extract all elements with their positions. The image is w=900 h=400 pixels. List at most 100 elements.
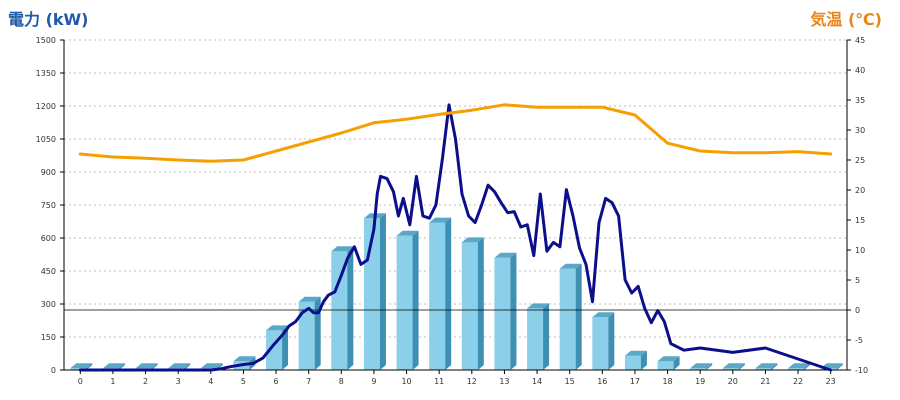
y-tick-label: 1350	[36, 69, 56, 78]
bar	[559, 263, 582, 370]
bar-top	[102, 363, 125, 369]
bar	[624, 350, 647, 370]
x-tick-label: 0	[78, 377, 83, 386]
x-tick-label: 20	[728, 377, 738, 386]
bar-front	[70, 368, 87, 370]
bar-top	[135, 363, 158, 369]
y2-tick-label: 5	[855, 276, 860, 285]
bar-top	[494, 252, 517, 258]
bar-top	[331, 246, 354, 252]
bar	[298, 296, 321, 370]
y2-tick-label: 10	[855, 246, 865, 255]
bar-side	[771, 363, 778, 370]
bar-side	[804, 363, 811, 370]
bar	[755, 363, 778, 370]
y2-tick-label: 0	[855, 306, 860, 315]
bar-side	[608, 312, 615, 370]
y-tick-label: 450	[41, 267, 56, 276]
bar-side	[738, 363, 745, 370]
bar-front	[788, 368, 805, 370]
x-tick-label: 7	[306, 377, 311, 386]
x-tick-label: 17	[630, 377, 640, 386]
bar-side	[86, 363, 93, 370]
bar-side	[412, 230, 419, 370]
bar	[494, 252, 517, 370]
bar-top	[168, 363, 191, 369]
bar-top	[592, 312, 615, 318]
x-tick-label: 2	[143, 377, 148, 386]
y-tick-label: 1200	[36, 102, 56, 111]
bar-front	[527, 308, 544, 370]
bar	[363, 213, 386, 370]
bar-front	[722, 368, 739, 370]
power-line	[78, 103, 833, 372]
bar-side	[379, 213, 386, 370]
bar-side	[445, 217, 452, 370]
x-tick-label: 12	[467, 377, 477, 386]
y2-tick-label: 35	[855, 96, 865, 105]
x-tick-label: 23	[826, 377, 836, 386]
tick-labels: 01503004506007509001050120013501500-10-5…	[36, 36, 868, 386]
bar-top	[755, 363, 778, 369]
x-tick-label: 9	[371, 377, 376, 386]
bar-top	[527, 303, 550, 309]
lines	[78, 103, 833, 372]
bar-side	[836, 363, 843, 370]
bar	[788, 363, 811, 370]
bar-front	[494, 257, 511, 370]
bar-top	[624, 350, 647, 356]
bar-top	[461, 237, 484, 243]
bar	[527, 303, 550, 370]
x-tick-label: 10	[401, 377, 411, 386]
x-tick-label: 5	[241, 377, 246, 386]
bar-front	[755, 368, 772, 370]
x-tick-label: 14	[532, 377, 542, 386]
bar-front	[461, 242, 478, 370]
x-tick-label: 3	[176, 377, 181, 386]
bar-front	[657, 361, 674, 370]
bar-front	[429, 222, 446, 370]
power-axis-title: 電力 (kW)	[8, 10, 89, 29]
y2-tick-label: 40	[855, 66, 865, 75]
y2-tick-label: -5	[855, 336, 863, 345]
bar-side	[477, 237, 484, 370]
bar-top	[429, 217, 452, 223]
bar-top	[722, 363, 745, 369]
temperature-line	[78, 103, 833, 163]
bars	[70, 213, 843, 370]
bar-side	[314, 296, 321, 370]
bar	[690, 363, 713, 370]
axes	[60, 39, 851, 374]
bar-front	[559, 268, 576, 370]
y2-tick-label: 30	[855, 126, 865, 135]
x-tick-label: 18	[662, 377, 672, 386]
bar	[657, 356, 680, 370]
bar-top	[657, 356, 680, 362]
temperature-axis-title: 気温 (℃)	[810, 10, 882, 29]
bar	[722, 363, 745, 370]
bar	[429, 217, 452, 370]
x-tick-label: 21	[760, 377, 770, 386]
y-tick-label: 300	[41, 300, 56, 309]
bar-side	[673, 356, 680, 370]
bar-top	[298, 296, 321, 302]
y-tick-label: 0	[51, 366, 56, 375]
bar-top	[788, 363, 811, 369]
bar-side	[510, 252, 517, 370]
bar-top	[200, 363, 223, 369]
y-tick-label: 1050	[36, 135, 56, 144]
y2-tick-label: 25	[855, 156, 865, 165]
y-tick-label: 750	[41, 201, 56, 210]
y2-tick-label: 20	[855, 186, 865, 195]
x-tick-label: 6	[274, 377, 279, 386]
x-tick-label: 16	[597, 377, 607, 386]
y2-tick-label: -10	[855, 366, 868, 375]
bar-top	[70, 363, 93, 369]
bar-side	[151, 363, 158, 370]
bar	[592, 312, 615, 370]
bar-front	[331, 251, 348, 370]
bar-side	[575, 263, 582, 370]
bar-side	[640, 350, 647, 370]
bar-side	[347, 246, 354, 370]
bar-front	[298, 301, 315, 370]
